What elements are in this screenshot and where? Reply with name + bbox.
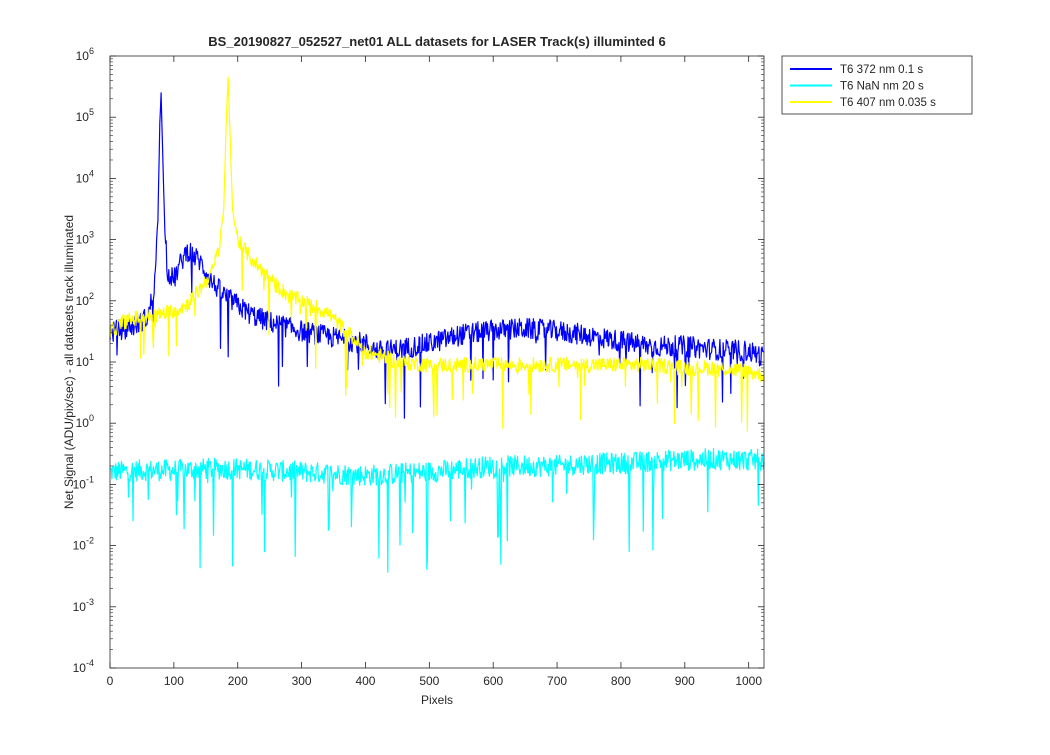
x-tick-label: 1000 bbox=[735, 674, 762, 688]
legend-label: T6 372 nm 0.1 s bbox=[840, 64, 923, 76]
x-tick-label: 400 bbox=[355, 674, 375, 688]
x-tick-label: 600 bbox=[483, 674, 503, 688]
y-tick-label: 106 bbox=[76, 46, 94, 63]
x-tick-label: 900 bbox=[675, 674, 695, 688]
x-tick-label: 500 bbox=[419, 674, 439, 688]
x-tick-label: 800 bbox=[611, 674, 631, 688]
series-line-3 bbox=[109, 76, 765, 432]
y-tick-label: 105 bbox=[76, 107, 94, 124]
legend-label: T6 NaN nm 20 s bbox=[840, 81, 924, 93]
series-layer bbox=[109, 76, 765, 573]
x-axis-label: Pixels bbox=[421, 693, 453, 707]
legend-label: T6 407 nm 0.035 s bbox=[840, 97, 936, 109]
x-tick-label: 700 bbox=[547, 674, 567, 688]
legend: T6 372 nm 0.1 s T6 NaN nm 20 s T6 407 nm 0… bbox=[781, 55, 973, 115]
y-tick-label: 10-4 bbox=[73, 658, 94, 675]
x-ticks: 0 100 200 300 400 500 600 700 800 900 1000 bbox=[107, 56, 762, 688]
y-axis-label: Net Signal (ADU/pix/sec) - all datasets … bbox=[62, 215, 76, 509]
x-tick-label: 200 bbox=[228, 674, 248, 688]
chart-title: BS_20190827_052527_net01 ALL datasets fo… bbox=[208, 34, 665, 49]
x-tick-label: 100 bbox=[164, 674, 184, 688]
y-tick-label: 10-3 bbox=[73, 597, 94, 614]
x-tick-label: 0 bbox=[107, 674, 114, 688]
y-tick-label: 102 bbox=[76, 291, 94, 308]
plot-area bbox=[110, 56, 764, 668]
y-tick-label: 10-2 bbox=[73, 536, 94, 553]
y-tick-label: 104 bbox=[76, 168, 94, 185]
y-tick-label: 101 bbox=[76, 352, 94, 369]
series-line-1 bbox=[109, 92, 765, 419]
series-line-2 bbox=[109, 448, 765, 573]
y-tick-label: 100 bbox=[76, 413, 94, 430]
y-tick-label: 103 bbox=[76, 230, 94, 247]
x-tick-label: 300 bbox=[292, 674, 312, 688]
y-ticks: 10-4 10-3 10-2 10-1 100 101 102 103 104 105 106 bbox=[73, 46, 764, 675]
y-tick-label: 10-1 bbox=[73, 474, 94, 491]
